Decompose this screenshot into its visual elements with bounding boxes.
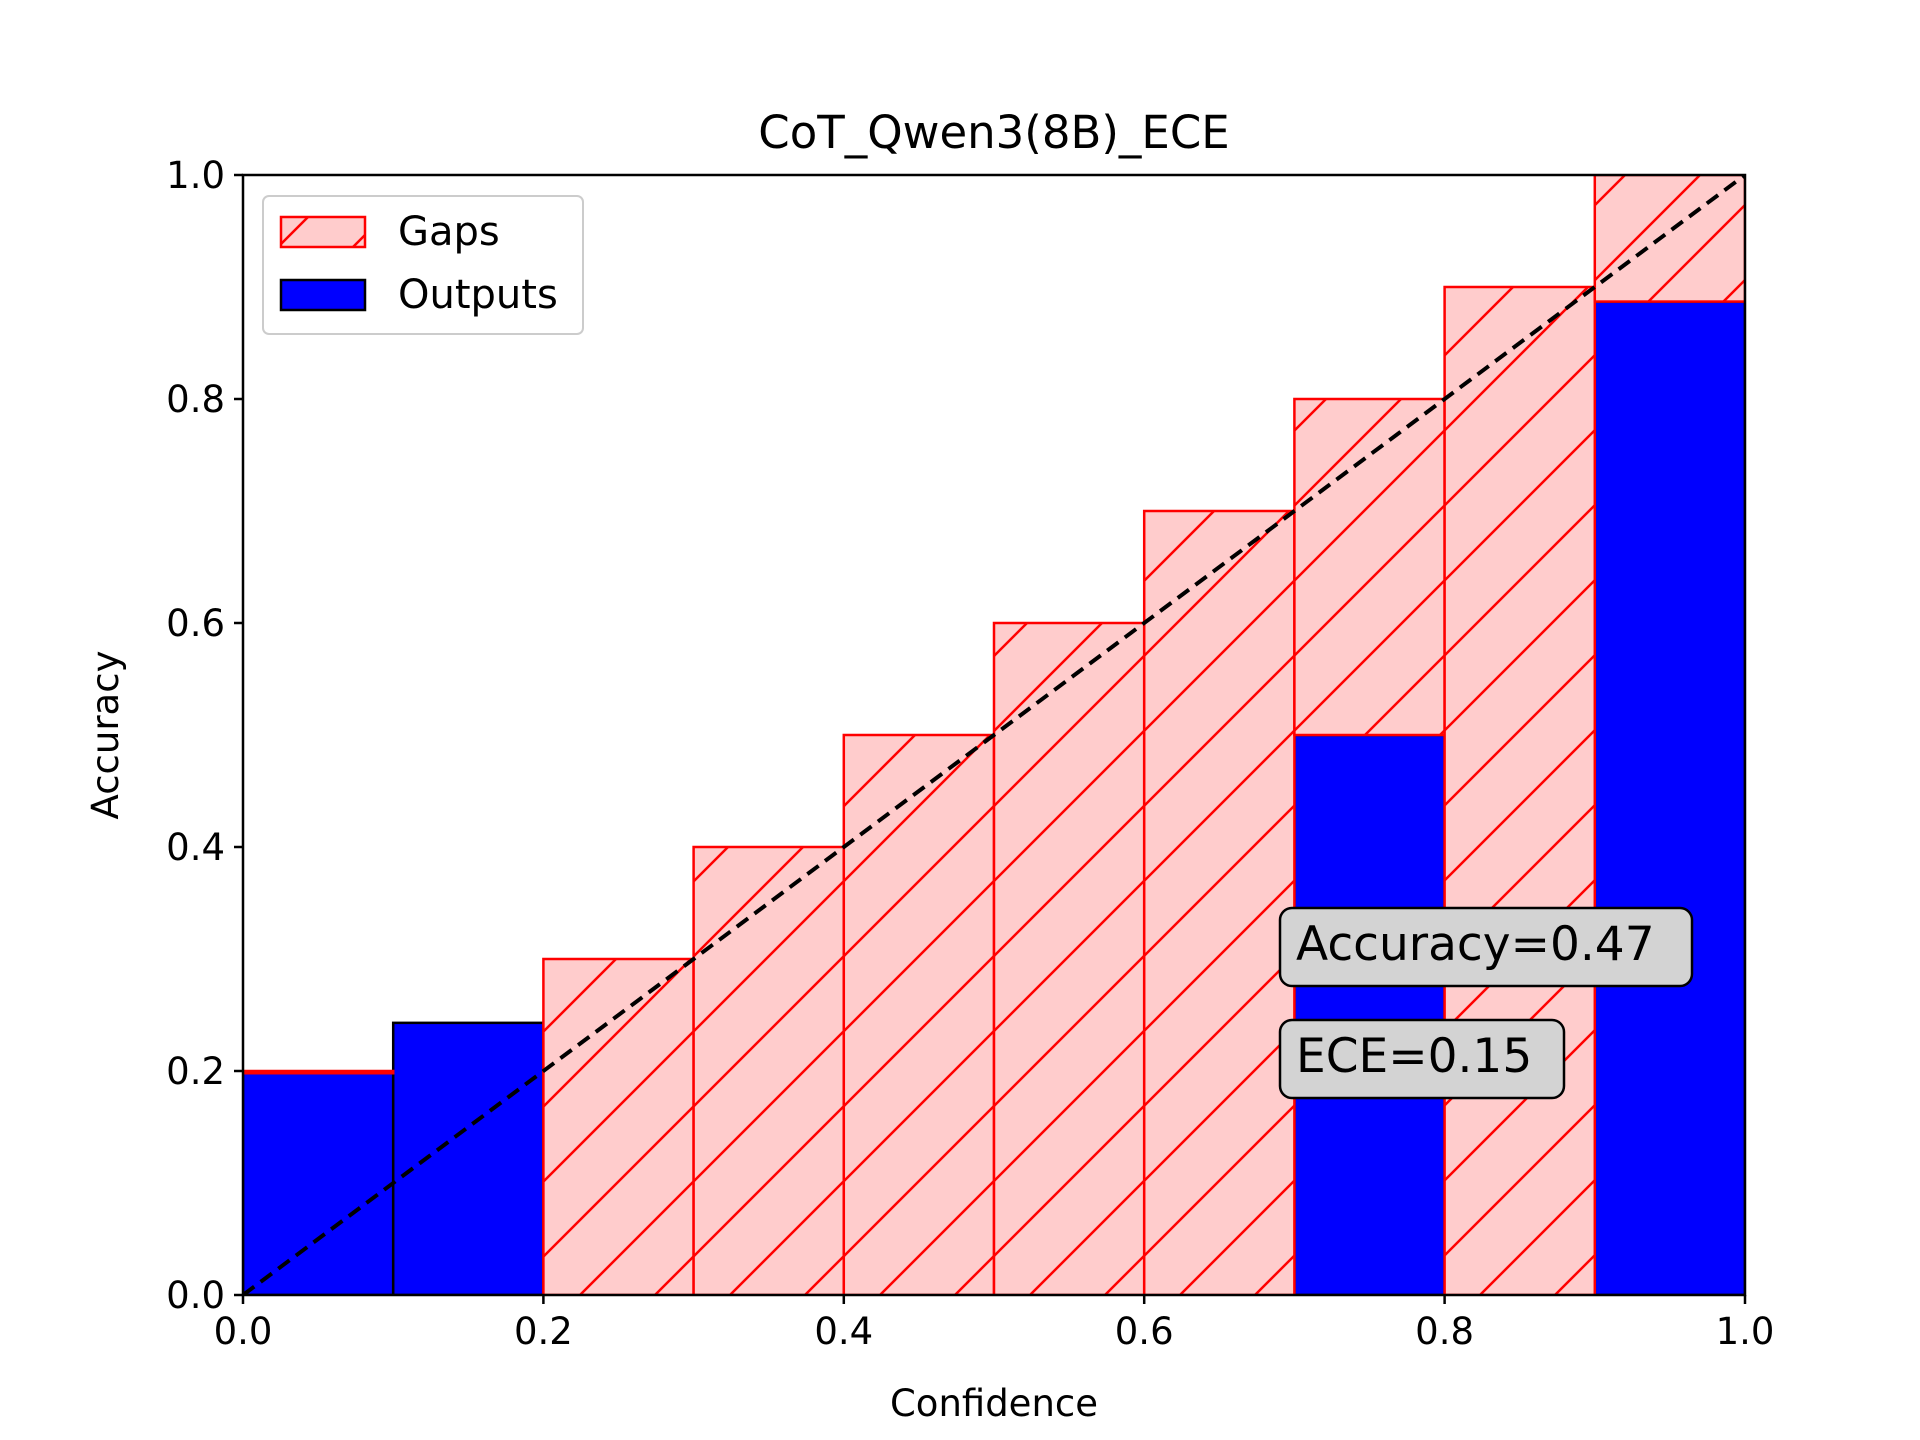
plot-frame [241, 173, 1747, 1297]
y-tick-label: 1.0 [166, 154, 225, 197]
legend-swatch-outputs [279, 278, 367, 312]
annotation-ece: ECE=0.15 [1278, 1018, 1566, 1100]
gap-bar [1293, 397, 1446, 737]
reference-line-layer [243, 175, 1745, 1295]
ticks-layer: 0.0 0.2 0.4 0.6 0.8 1.0 0.0 0.2 0.4 0.6 0.8 1.0 [166, 154, 1774, 1353]
gap-bar [992, 621, 1146, 1295]
gap-bar-hatch [1294, 399, 1445, 735]
x-axis-label: Confidence [890, 1382, 1098, 1425]
output-bar [1293, 733, 1446, 1295]
x-tick-label: 0.6 [1115, 1310, 1174, 1353]
gap-bar-hatch [1594, 175, 1745, 302]
annotation-ece-text: ECE=0.15 [1296, 1029, 1532, 1084]
y-tick-label: 0.0 [166, 1274, 225, 1317]
gap-bar-hatch [1444, 287, 1595, 1295]
gap-bar [1443, 285, 1597, 1295]
gap-bar-hatch [543, 959, 694, 1295]
gap-bar [1142, 509, 1296, 1295]
gap-bar [243, 1069, 395, 1075]
x-tick-label: 1.0 [1716, 1310, 1775, 1353]
legend-label-gaps: Gaps [398, 209, 500, 255]
output-bar [243, 1071, 395, 1295]
gap-bar-edge [1443, 285, 1597, 1295]
gap-bar-hatch [994, 623, 1145, 1295]
gap-bar-edge [1593, 175, 1745, 303]
output-bar [391, 1021, 545, 1295]
annotation-accuracy-box [1278, 906, 1694, 988]
gap-bar [542, 957, 695, 1295]
gap-bar-hatch [1144, 511, 1295, 1295]
gap-bar-edge [1142, 509, 1296, 1295]
legend-label-outputs: Outputs [398, 272, 558, 318]
gap-bar-edge [243, 1069, 395, 1075]
x-tick-label: 0.2 [514, 1310, 573, 1353]
perfect-calibration-line [243, 175, 1745, 1295]
bars-layer [243, 175, 1745, 1295]
annotation-accuracy: Accuracy=0.47 [1278, 906, 1694, 988]
gap-bar-hatch [693, 847, 844, 1295]
legend-swatch-gaps-hatch [281, 217, 365, 247]
x-tick-label: 0.8 [1415, 1310, 1474, 1353]
gap-bar [692, 845, 846, 1295]
annotation-ece-box [1278, 1018, 1566, 1100]
x-tick-label: 0.0 [214, 1310, 273, 1353]
gap-bar-hatch [843, 735, 994, 1295]
gap-bar [1593, 175, 1745, 303]
y-tick-label: 0.6 [166, 602, 225, 645]
annotation-accuracy-text: Accuracy=0.47 [1296, 917, 1655, 972]
y-tick-label: 0.4 [166, 826, 225, 869]
y-tick-label: 0.2 [166, 1050, 225, 1093]
gap-bar [842, 733, 996, 1295]
output-bar [1593, 300, 1745, 1295]
legend: Gaps Outputs [262, 195, 584, 335]
y-axis-label: Accuracy [84, 651, 127, 820]
x-tick-label: 0.4 [814, 1310, 873, 1353]
chart-title: CoT_Qwen3(8B)_ECE [758, 106, 1229, 159]
y-tick-label: 0.8 [166, 378, 225, 421]
